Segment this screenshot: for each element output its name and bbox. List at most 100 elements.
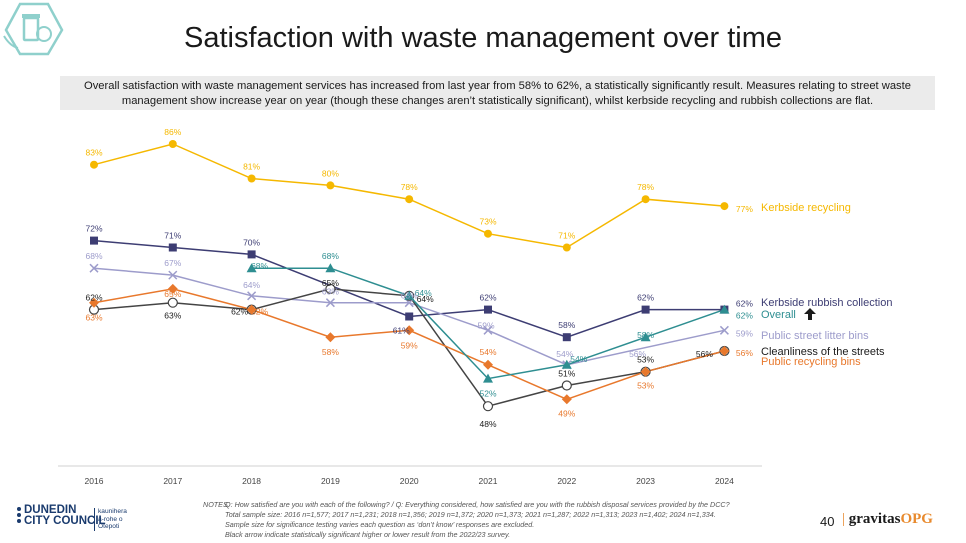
data-label: 78% [637, 182, 654, 192]
x-tick-label: 2016 [85, 476, 104, 486]
recycling-logo-icon [3, 2, 64, 56]
data-label: 62% [736, 299, 753, 309]
data-label: 64% [417, 294, 434, 304]
data-label: 49% [558, 408, 575, 418]
data-point [561, 359, 572, 369]
data-label: 54% [556, 349, 573, 359]
series-line [93, 267, 725, 366]
data-point [89, 297, 99, 308]
council-name: DUNEDIN CITY COUNCIL [24, 504, 106, 527]
data-label: 58% [322, 347, 339, 357]
data-point [247, 174, 256, 183]
data-label: 61% [393, 326, 410, 336]
data-point [484, 305, 492, 314]
data-point [720, 202, 729, 211]
legend-label: Public street litter bins [761, 330, 869, 342]
data-point [640, 332, 651, 342]
legend-label: Kerbside recycling [761, 202, 851, 214]
council-sub-line: kaunihera [98, 508, 127, 515]
data-label: 65% [164, 289, 181, 299]
data-label: 54% [570, 354, 587, 364]
x-tick-label: 2021 [479, 476, 498, 486]
data-point [246, 304, 257, 315]
data-label: 83% [85, 148, 102, 158]
notes-line: Q: How satisfied are you with each of th… [225, 500, 730, 509]
x-tick-label: 2024 [715, 476, 734, 486]
data-point [325, 332, 336, 343]
data-label: 67% [164, 258, 181, 268]
data-point [483, 359, 493, 370]
data-point [168, 140, 177, 148]
data-label: 48% [479, 419, 496, 429]
page-title: Satisfaction with waste management over … [184, 22, 782, 54]
data-label: 71% [558, 231, 575, 241]
data-label: 58% [558, 320, 575, 330]
data-label: 59% [736, 328, 753, 338]
data-point [405, 195, 414, 204]
legend-label: Public recycling bins [761, 356, 861, 368]
data-label: 59% [477, 320, 494, 330]
notes-line: Total sample size: 2016 n=1,577; 2017 n=… [225, 510, 716, 519]
council-name-line2: CITY COUNCIL [24, 515, 106, 527]
data-label: 63% [164, 311, 181, 321]
data-point [247, 250, 256, 259]
brand-gravitas: gravitas [848, 511, 901, 527]
data-point [562, 243, 571, 252]
data-label: 62% [736, 311, 753, 321]
data-label: 78% [401, 182, 418, 192]
council-sub-line: a-rohe o [98, 515, 123, 523]
data-label: 70% [243, 237, 260, 247]
up-arrow-icon [804, 308, 816, 320]
data-point [719, 346, 730, 356]
x-tick-label: 2017 [163, 476, 182, 486]
data-point [168, 270, 178, 280]
data-point [404, 290, 415, 300]
data-label: 53% [637, 355, 654, 365]
data-point [484, 229, 492, 238]
data-point [641, 305, 650, 314]
data-label: 81% [243, 162, 260, 172]
council-subtitle: kaunihera a-rohe o Ōtepoti [94, 508, 127, 531]
x-tick-label: 2020 [400, 476, 419, 486]
notes-line: Sample size for significance testing var… [225, 520, 535, 529]
data-label: 68% [322, 251, 339, 261]
data-label: 68% [85, 251, 102, 261]
data-label: 58% [637, 330, 654, 340]
council-sub-line: Ōtepoti [98, 523, 120, 530]
data-point [325, 298, 335, 308]
data-point [325, 263, 336, 273]
data-point [562, 333, 571, 342]
data-label: 68% [251, 261, 268, 271]
data-label: 56% [696, 349, 713, 359]
data-point [90, 236, 98, 245]
data-point [640, 366, 651, 377]
data-point [483, 325, 493, 335]
data-point [325, 283, 336, 294]
data-label: 64% [243, 280, 260, 290]
data-point [719, 325, 729, 335]
data-label: 62% [479, 293, 496, 303]
council-name-line1: DUNEDIN [24, 504, 77, 516]
data-label: 86% [164, 127, 181, 137]
x-tick-label: 2018 [242, 476, 261, 486]
data-label: 71% [164, 231, 181, 241]
brand-logo: | gravitasOPG [842, 511, 933, 528]
data-label: 62% [637, 293, 654, 303]
data-label: 80% [322, 168, 339, 178]
data-label: 56% [629, 349, 646, 359]
data-point [89, 263, 99, 273]
data-label: 72% [85, 224, 102, 234]
data-point [167, 297, 178, 308]
data-label: 62% [231, 307, 248, 317]
data-point [404, 325, 415, 336]
page-number: 40 [820, 514, 835, 529]
data-label: 65% [322, 278, 339, 288]
data-label: 62% [85, 293, 102, 303]
data-point [482, 401, 494, 412]
x-tick-label: 2023 [636, 476, 655, 486]
dunedin-logo-icon [17, 507, 21, 523]
legend-label: Overall [761, 309, 796, 321]
data-point [247, 291, 257, 301]
data-point [90, 160, 98, 169]
